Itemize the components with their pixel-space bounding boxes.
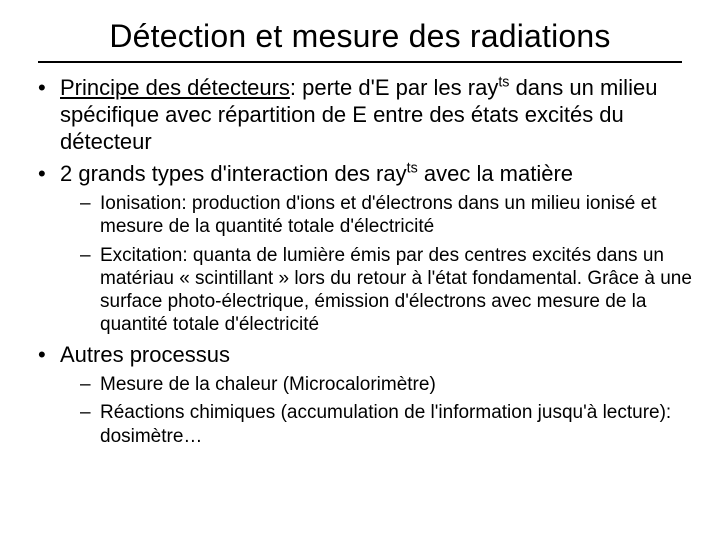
bullet-2-text-b: avec la matière [418,161,573,186]
bullet-2: 2 grands types d'interaction des rayts a… [60,161,692,336]
slide-title: Détection et mesure des radiations [28,18,692,55]
bullet-2-sub-1: Ionisation: production d'ions et d'élect… [100,192,692,238]
slide: Détection et mesure des radiations Princ… [0,0,720,540]
bullet-2-sup: ts [407,161,418,177]
bullet-1-sup: ts [498,75,509,91]
bullet-3-sub-1: Mesure de la chaleur (Microcalorimètre) [100,373,692,396]
bullet-3-text: Autres processus [60,342,230,367]
bullet-1-label: Principe des détecteurs [60,75,290,100]
bullet-2-text-a: 2 grands types d'interaction des ray [60,161,407,186]
title-underline [38,61,682,63]
bullet-3-sub-2: Réactions chimiques (accumulation de l'i… [100,401,692,447]
bullet-3-sublist: Mesure de la chaleur (Microcalorimètre) … [78,373,692,448]
bullet-3: Autres processus Mesure de la chaleur (M… [60,342,692,447]
bullet-1: Principe des détecteurs: perte d'E par l… [60,75,692,155]
bullet-1-text-a: : perte d'E par les ray [290,75,498,100]
bullet-2-sublist: Ionisation: production d'ions et d'élect… [78,192,692,336]
bullet-list: Principe des détecteurs: perte d'E par l… [32,75,692,448]
bullet-2-sub-2: Excitation: quanta de lumière émis par d… [100,244,692,337]
